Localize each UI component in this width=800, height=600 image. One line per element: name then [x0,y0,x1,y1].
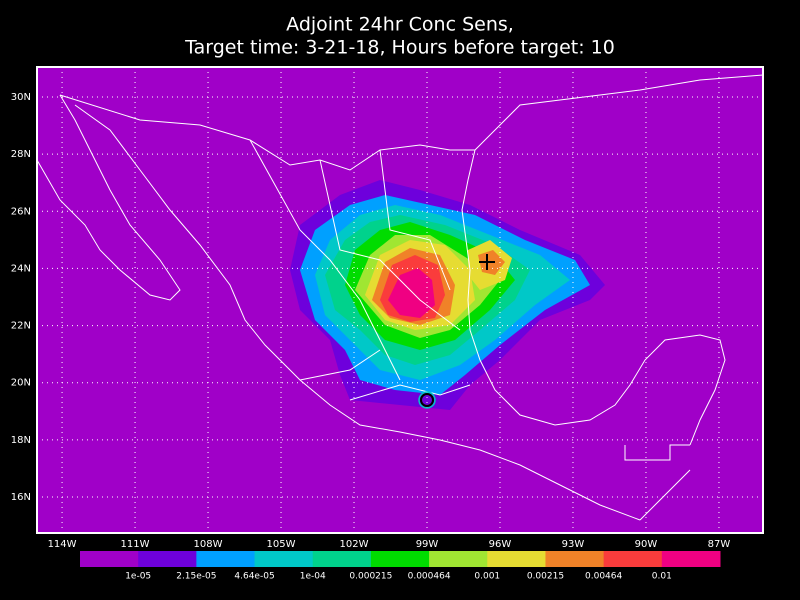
title-line: Target time: 3-21-18, Hours before targe… [184,37,615,59]
colorbar-swatch [370,551,430,567]
lon-tick-label: 102W [340,539,369,550]
colorbar-swatch [661,551,721,567]
contour [388,268,435,318]
coastline [36,94,181,301]
colorbar-label: 1e-04 [300,572,326,582]
colorbar-swatch [254,551,314,567]
colorbar-label: 0.01 [652,572,672,582]
colorbar-label: 0.00464 [585,572,622,582]
map [36,66,764,534]
colorbar-swatch [603,551,663,567]
colorbar-swatch [487,551,546,567]
title-line: Adjoint 24hr Conc Sens, [286,14,514,36]
grid [37,67,763,533]
lat-tick-label: 18N [11,435,31,446]
colorbar-label: 0.000215 [349,572,392,582]
target-marker [479,254,495,270]
colorbar-swatch [429,551,488,567]
state-lines [249,139,471,401]
lat-tick-label: 22N [11,321,31,332]
source-marker-ring [418,391,436,409]
colorbar-swatch [196,551,256,567]
map-frame [36,66,764,534]
colorbar-swatch [80,551,139,567]
lon-tick-label: 96W [489,539,512,550]
coastline [74,104,641,521]
lon-tick-label: 108W [194,539,223,550]
lon-tick-label: 93W [562,539,585,550]
lat-tick-label: 28N [11,149,31,160]
border [624,444,691,521]
colorbar-label: 4.64e-05 [234,572,274,582]
coastline [474,74,764,151]
lat-tick-label: 24N [11,263,31,274]
colorbar: 1e-05 2.15e-05 4.64e-05 1e-04 0.000215 0.0004… [80,551,721,582]
colorbar-swatch [545,551,605,567]
coastlines [36,74,764,521]
lat-tick-label: 16N [11,492,31,503]
lat-tick-label: 30N [11,92,31,103]
lon-tick-label: 114W [48,539,77,550]
colorbar-label: 0.001 [474,572,500,582]
lat-tick-label: 20N [11,378,31,389]
colorbar-label: 0.000464 [408,572,451,582]
colorbar-label: 1e-05 [125,572,151,582]
contours [290,180,605,410]
lon-tick-label: 99W [416,539,439,550]
colorbar-label: 0.00215 [527,572,564,582]
source-marker [420,393,434,407]
colorbar-swatch [138,551,197,567]
lon-tick-label: 87W [708,539,731,550]
lon-tick-label: 105W [267,539,296,550]
colorbar-label: 2.15e-05 [176,572,216,582]
colorbar-swatch [312,551,372,567]
lon-tick-label: 111W [121,539,150,550]
lon-tick-label: 90W [635,539,658,550]
lat-tick-label: 26N [11,206,31,217]
